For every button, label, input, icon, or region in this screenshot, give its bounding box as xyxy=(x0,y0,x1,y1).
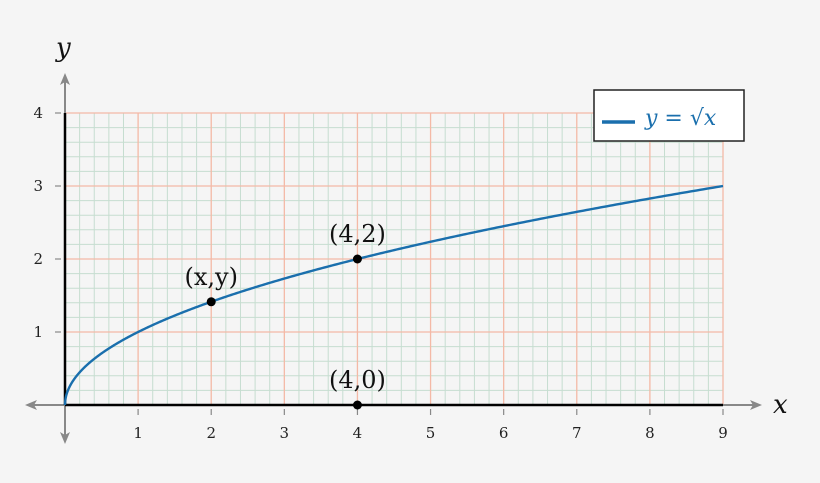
legend-label: y = √x xyxy=(644,106,717,131)
y-axis-arrowhead-bottom xyxy=(60,432,70,444)
x-tick-label: 6 xyxy=(499,424,509,442)
x-tick-label: 3 xyxy=(280,424,290,442)
x-axis-arrowhead xyxy=(750,400,762,410)
legend-box xyxy=(593,89,745,142)
axes xyxy=(25,73,762,444)
x-tick-label: 8 xyxy=(645,424,655,442)
x-axis-arrowhead-left xyxy=(25,400,37,410)
curve-group xyxy=(63,184,724,405)
point-label: (4,0) xyxy=(329,366,386,394)
data-point xyxy=(206,297,216,307)
y-tick-label: 4 xyxy=(33,104,43,122)
x-tick-label: 7 xyxy=(572,424,582,442)
legend: y = √x xyxy=(593,89,745,142)
data-point xyxy=(352,254,362,264)
point-label: (4,2) xyxy=(329,220,386,248)
y-tick-label: 3 xyxy=(33,177,43,195)
x-tick-label: 1 xyxy=(133,424,143,442)
x-axis-label: x xyxy=(773,390,788,420)
points: (x,y) (4,2) (4,0) xyxy=(184,220,386,410)
x-tick-label: 5 xyxy=(426,424,436,442)
series-line xyxy=(63,184,724,405)
data-point xyxy=(352,400,362,410)
y-axis-label: y xyxy=(55,33,71,63)
point-label: (x,y) xyxy=(184,263,237,291)
y-tick-label: 2 xyxy=(33,250,43,268)
y-axis-arrowhead xyxy=(60,73,70,85)
x-tick-label: 2 xyxy=(206,424,216,442)
x-tick-label: 9 xyxy=(718,424,728,442)
x-tick-label: 4 xyxy=(353,424,363,442)
y-tick-label: 1 xyxy=(33,323,43,341)
grid xyxy=(64,112,724,406)
ticks: 1 2 3 4 5 6 7 8 9 1 2 3 4 xyxy=(33,104,727,442)
